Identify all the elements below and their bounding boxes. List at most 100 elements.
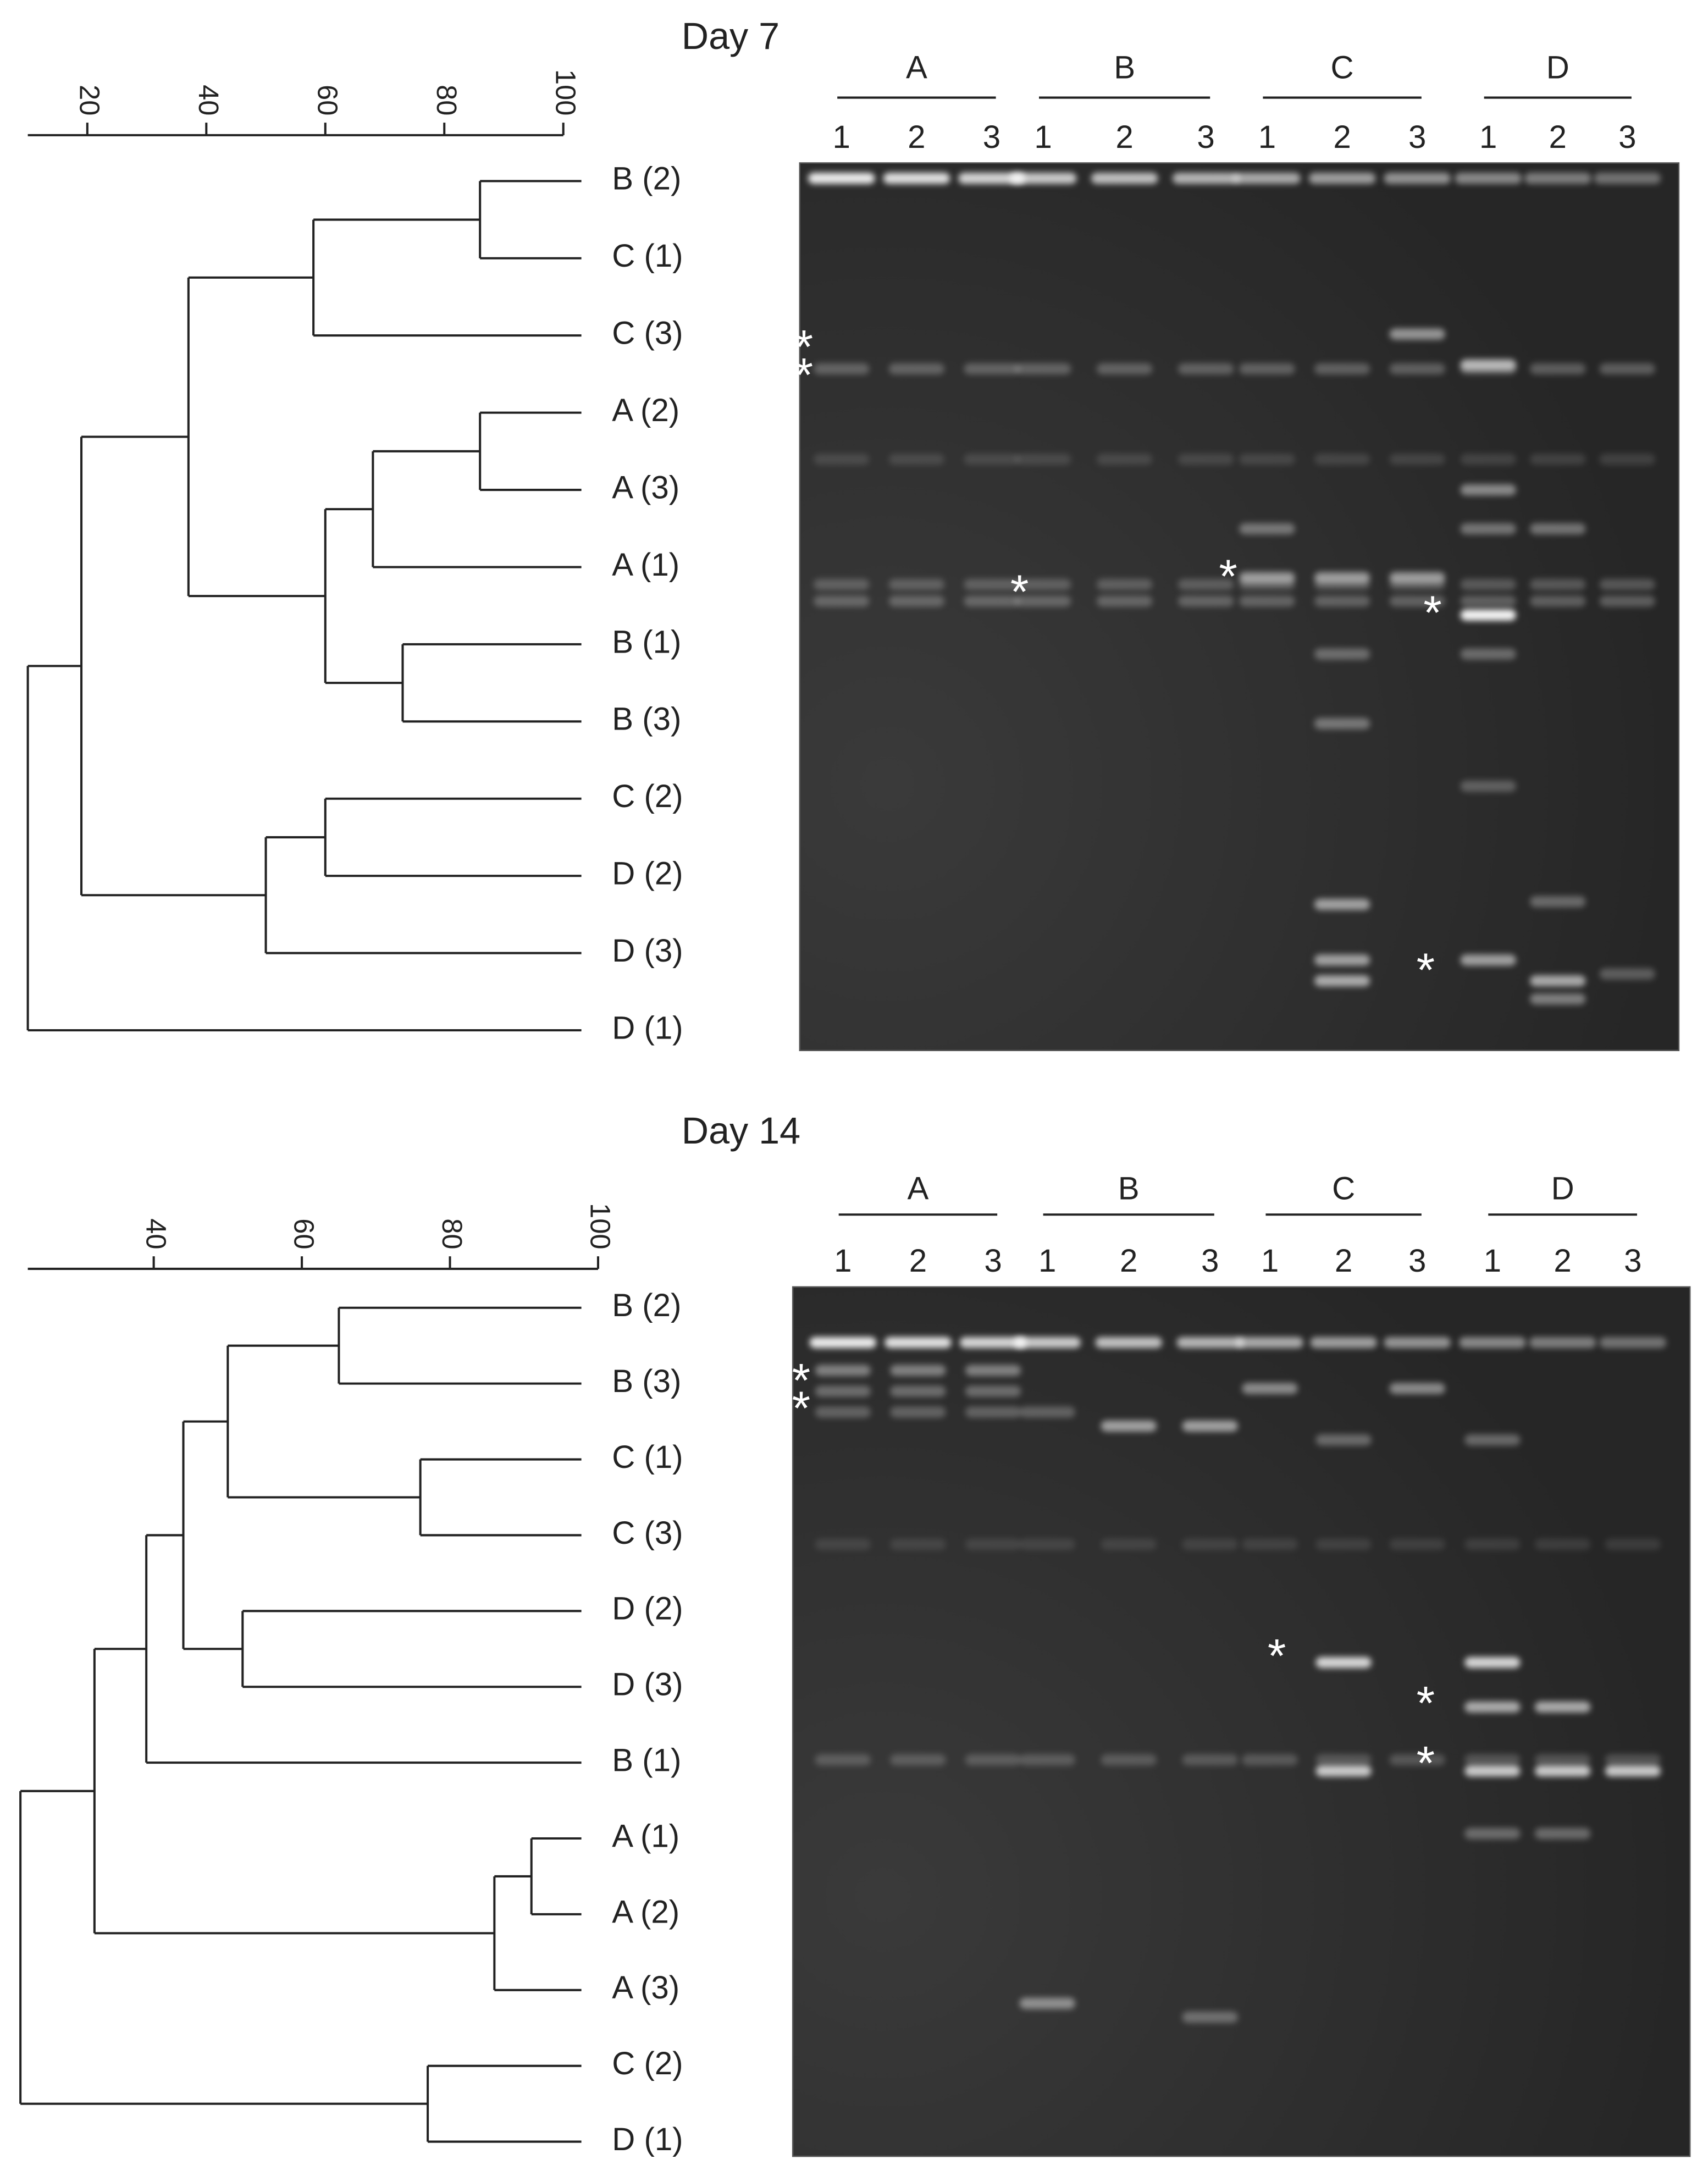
lane-number: 3	[1408, 119, 1426, 155]
gel-band	[1460, 954, 1516, 966]
leaf-label: B (3)	[612, 1363, 681, 1399]
gel-band	[1178, 454, 1234, 465]
gel-band	[1009, 173, 1077, 184]
gel-band	[965, 1385, 1021, 1397]
gel-band	[1530, 523, 1586, 535]
gel-band	[1314, 648, 1370, 660]
gel-band	[1178, 363, 1234, 375]
gel	[792, 1286, 1691, 2157]
gel-band	[1605, 1754, 1661, 1766]
gel-band	[959, 1336, 1027, 1349]
gel-band	[1534, 1765, 1591, 1777]
scale-tick-label: 80	[431, 85, 462, 115]
gel-band	[814, 363, 870, 375]
lane-number: 1	[1484, 1243, 1501, 1279]
gel-band	[1015, 595, 1071, 607]
gel-band	[815, 1406, 871, 1418]
gel-band	[1019, 1406, 1075, 1418]
gel-band	[1460, 578, 1516, 590]
gel-band	[1314, 454, 1370, 465]
gel-band	[1524, 173, 1591, 184]
lane-number: 3	[1201, 1243, 1219, 1279]
gel-band	[808, 173, 875, 184]
leaf-label: D (1)	[612, 1010, 683, 1046]
gel-band	[885, 1336, 952, 1349]
gel-band	[1315, 1538, 1372, 1550]
gel-band	[1101, 1538, 1157, 1550]
gel-band	[1178, 578, 1234, 590]
gel-band	[965, 1365, 1021, 1376]
leaf-label: B (2)	[612, 1288, 681, 1323]
lane-number: 2	[1554, 1243, 1571, 1279]
gel-band	[1097, 363, 1153, 375]
gel-band	[1239, 572, 1295, 583]
leaf-label: D (2)	[612, 856, 683, 892]
gel-band	[1464, 1754, 1521, 1766]
gel-band	[883, 173, 950, 184]
scale-tick-label: 60	[289, 1218, 320, 1249]
gel-band	[1314, 954, 1370, 966]
gel-band	[1239, 454, 1295, 465]
gel-band	[890, 1385, 946, 1397]
gel-band	[1315, 1765, 1372, 1777]
leaf-label: C (1)	[612, 238, 683, 274]
leaf-label: A (1)	[612, 547, 679, 583]
lane-number: 3	[1624, 1243, 1641, 1279]
lane-group-label: D	[1546, 49, 1569, 85]
gel-band	[1459, 1336, 1526, 1349]
gel-band	[1315, 1434, 1372, 1446]
gel-band	[1594, 173, 1661, 184]
gel-band	[1236, 1336, 1303, 1349]
gel-band	[1182, 1538, 1238, 1550]
gel-annotation: *	[792, 1355, 810, 1407]
gel-band	[1530, 993, 1586, 1005]
lane-group-label: B	[1118, 1171, 1140, 1207]
lane-number: 1	[1261, 1243, 1279, 1279]
gel-band	[809, 1336, 876, 1349]
gel-band	[890, 1406, 946, 1418]
lane-number: 2	[1549, 119, 1567, 155]
lane-number: 3	[983, 119, 1001, 155]
gel-band	[1530, 578, 1586, 590]
gel-band	[1389, 572, 1445, 583]
gel-band	[814, 595, 870, 607]
gel-band	[814, 454, 870, 465]
gel-band	[1097, 454, 1153, 465]
gel-band	[1529, 1336, 1596, 1349]
gel-band	[1605, 1765, 1661, 1777]
gel-band	[965, 1406, 1021, 1418]
gel-band	[890, 1365, 946, 1376]
gel-band	[1605, 1538, 1661, 1550]
gel-band	[1242, 1754, 1298, 1766]
lane-number: 1	[834, 1243, 852, 1279]
lane-number: 2	[909, 1243, 927, 1279]
gel-band	[1091, 173, 1158, 184]
gel-band	[1314, 717, 1370, 730]
gel-band	[1389, 1538, 1445, 1550]
gel-band	[1460, 454, 1516, 465]
gel-band	[1182, 1754, 1238, 1766]
gel-band	[965, 1538, 1021, 1550]
gel-band	[1389, 1383, 1445, 1394]
gel-band	[1015, 578, 1071, 590]
leaf-label: D (1)	[612, 2122, 683, 2157]
leaf-label: C (1)	[612, 1439, 683, 1475]
leaf-label: C (3)	[612, 1515, 683, 1551]
gel-band	[1599, 1336, 1667, 1349]
gel-band	[964, 454, 1020, 465]
scale-tick-label: 40	[193, 85, 224, 115]
leaf-label: B (3)	[612, 702, 681, 737]
lane-number: 2	[1120, 1243, 1137, 1279]
gel-band	[1389, 363, 1445, 375]
gel-band	[888, 595, 944, 607]
gel-band	[890, 1538, 946, 1550]
gel-band	[1015, 454, 1071, 465]
gel-band	[1310, 1336, 1377, 1349]
leaf-label: A (1)	[612, 1818, 679, 1854]
gel-annotation: *	[795, 321, 813, 374]
lane-group-label: C	[1332, 1171, 1355, 1207]
lane-number: 2	[1335, 1243, 1352, 1279]
panel-title: Day 7	[682, 15, 780, 57]
gel-band	[1315, 1754, 1372, 1766]
gel-band	[815, 1754, 871, 1766]
